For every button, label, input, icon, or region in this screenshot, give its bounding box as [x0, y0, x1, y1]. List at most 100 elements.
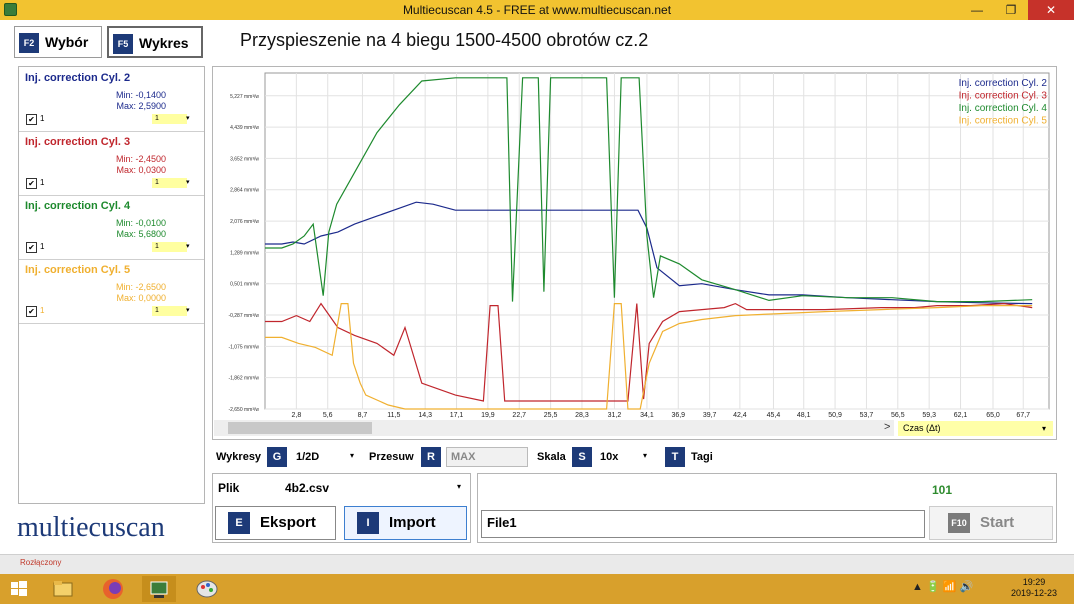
sensor-block[interactable]: Inj. correction Cyl. 4 Min: -0,0100 Max:… [19, 195, 204, 260]
taskbar [0, 574, 1074, 604]
y-tick-label: 4,439 mm³/w [230, 125, 259, 131]
chevron-down-icon[interactable]: ▾ [350, 451, 355, 460]
clock-time: 19:29 [1022, 577, 1046, 587]
x-tick-label: 17,1 [450, 412, 464, 419]
legend-entry: Inj. correction Cyl. 4 [959, 103, 1048, 114]
multiecuscan-taskbar-icon[interactable] [142, 576, 176, 602]
chevron-down-icon[interactable]: ▾ [643, 451, 648, 460]
series-line [265, 303, 1033, 410]
start-key: F10 [948, 513, 970, 534]
firefox-icon[interactable] [96, 576, 130, 602]
series-line [265, 201, 1033, 305]
chevron-down-icon[interactable]: ▾ [186, 179, 190, 186]
wykresy-label: Wykresy [216, 451, 262, 463]
sensor-checkbox[interactable]: ✔ [26, 242, 37, 253]
import-key: I [357, 512, 379, 535]
sensor-max: Max: 0,0300 [116, 165, 166, 175]
chevron-down-icon[interactable]: ▾ [1042, 424, 1047, 433]
x-tick-label: 59,3 [922, 412, 936, 419]
y-tick-label: -1,862 mm³/w [228, 376, 259, 382]
chevron-down-icon[interactable]: ▾ [186, 307, 190, 314]
sensor-name: Inj. correction Cyl. 4 [25, 200, 131, 212]
log-panel [477, 473, 1057, 543]
sensor-block[interactable]: Inj. correction Cyl. 3 Min: -2,4500 Max:… [19, 131, 204, 196]
x-tick-label: 45,4 [767, 412, 781, 419]
chevron-down-icon[interactable]: ▾ [457, 482, 462, 491]
sensor-scale-select[interactable]: 1 [152, 242, 187, 252]
start-button[interactable]: F10 Start [929, 506, 1053, 540]
skala-key[interactable]: S [572, 447, 592, 467]
minimize-button[interactable]: — [971, 3, 983, 17]
chevron-down-icon[interactable]: ▾ [186, 115, 190, 122]
y-tick-label: 2,864 mm³/w [230, 188, 259, 194]
eksport-label: Eksport [260, 514, 316, 531]
file-panel [212, 473, 471, 543]
przesuw-key[interactable]: R [421, 447, 441, 467]
sensor-value: 1 [40, 114, 45, 123]
title-bar: Multiecuscan 4.5 - FREE at www.multiecus… [0, 0, 1074, 20]
sensor-min: Min: -0,0100 [115, 218, 166, 228]
sensor-scale-select[interactable]: 1 [152, 178, 187, 188]
x-tick-label: 11,5 [387, 412, 400, 419]
x-tick-label: 14,3 [418, 412, 432, 419]
y-tick-label: 1,289 mm³/w [230, 250, 259, 256]
przesuw-label: Przesuw [369, 451, 414, 463]
chevron-down-icon[interactable]: ▾ [186, 243, 190, 250]
x-tick-label: 48,1 [797, 412, 811, 419]
eksport-button[interactable]: E Eksport [215, 506, 336, 540]
sensor-checkbox[interactable]: ✔ [26, 178, 37, 189]
tab-wybor[interactable]: F2 Wybór [14, 26, 102, 58]
sensor-block[interactable]: Inj. correction Cyl. 5 Min: -2,6500 Max:… [19, 259, 204, 324]
maximize-button[interactable]: ❐ [1005, 3, 1017, 17]
sensor-scale-select[interactable]: 1 [152, 114, 187, 124]
x-tick-label: 28,3 [575, 412, 589, 419]
wykresy-select[interactable]: 1/2D [296, 451, 320, 463]
x-tick-label: 34,1 [640, 412, 654, 419]
system-tray[interactable]: ▲ 🔋 📶 🔊 [912, 581, 974, 593]
clock[interactable]: 19:29 2019-12-23 [1006, 577, 1062, 599]
sensor-name: Inj. correction Cyl. 2 [25, 72, 131, 84]
x-tick-label: 67,7 [1016, 412, 1030, 419]
x-tick-label: 25,5 [544, 412, 558, 419]
windows-start-icon[interactable] [4, 576, 38, 602]
x-tick-label: 31,2 [608, 412, 622, 419]
y-tick-label: 2,076 mm³/w [230, 219, 259, 225]
sensor-checkbox[interactable]: ✔ [26, 114, 37, 125]
plik-label: Plik [218, 481, 240, 495]
y-tick-label: 5,227 mm³/w [230, 94, 259, 100]
wykresy-key[interactable]: G [267, 447, 287, 467]
scrollbar-thumb[interactable] [228, 422, 372, 434]
legend-entry: Inj. correction Cyl. 5 [959, 116, 1048, 127]
file-name-field[interactable]: File1 [481, 510, 925, 538]
tab-wykres[interactable]: F5 Wykres [107, 26, 203, 58]
skala-select[interactable]: 10x [600, 451, 619, 463]
legend-entry: Inj. correction Cyl. 2 [959, 78, 1048, 89]
import-button[interactable]: I Import [344, 506, 467, 540]
tab-key: F5 [113, 34, 133, 55]
sensor-min: Min: -2,4500 [115, 154, 166, 164]
x-tick-label: 2,8 [291, 412, 301, 419]
x-tick-label: 8,7 [358, 412, 368, 419]
paint-icon[interactable] [190, 576, 224, 602]
tagi-key[interactable]: T [665, 447, 685, 467]
close-button[interactable]: ✕ [1028, 0, 1074, 20]
plik-select[interactable]: 4b2.csv [285, 481, 330, 495]
x-tick-label: 36,9 [671, 412, 685, 419]
chart-svg: 5,227 mm³/w 4,439 mm³/w 3,652 mm³/w 2,864 m… [228, 72, 1050, 419]
horizontal-scrollbar[interactable] [214, 420, 894, 436]
x-tick-label: 19,9 [481, 412, 495, 419]
tagi-label[interactable]: Tagi [691, 451, 713, 463]
scroll-right-icon[interactable]: > [884, 421, 891, 433]
import-label: Import [389, 514, 436, 531]
sensor-value: 1 [40, 306, 45, 315]
file-explorer-icon[interactable] [46, 576, 80, 602]
sensor-block[interactable]: Inj. correction Cyl. 2 Min: -0,1400 Max:… [19, 67, 204, 132]
przesuw-select[interactable]: MAX [446, 447, 528, 467]
x-tick-label: 56,5 [891, 412, 905, 419]
sensor-checkbox[interactable]: ✔ [26, 306, 37, 317]
sensor-min: Min: -0,1400 [115, 90, 166, 100]
sample-counter: 101 [932, 483, 953, 497]
app-icon [4, 3, 17, 16]
sensor-scale-select[interactable]: 1 [152, 306, 187, 316]
x-axis-select[interactable]: Czas (Δt) [898, 421, 1053, 436]
